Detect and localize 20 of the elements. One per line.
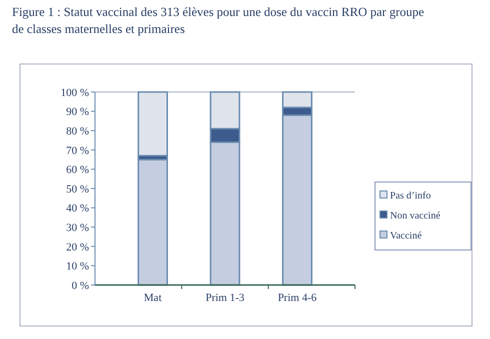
y-tick-label: 0 % <box>72 280 89 292</box>
y-tick-label: 80 % <box>66 125 89 138</box>
legend-label: Vacciné <box>390 230 422 242</box>
y-tick-label: 40 % <box>66 202 89 215</box>
x-tick-label: Mat <box>144 292 162 304</box>
y-tick-label: 30 % <box>66 222 89 234</box>
chart-title: Figure 1 : Statut vaccinal des 313 élèves pour une dose du vaccin RRO par groupe de classes maternelles et primaires <box>12 5 424 36</box>
y-tick-label: 60 % <box>66 164 89 176</box>
y-tick-label: 100 % <box>60 86 89 99</box>
x-tick-label: Prim 4-6 <box>278 292 318 304</box>
legend-label: Pas d’info <box>390 190 431 202</box>
y-tick-label: 70 % <box>66 144 89 157</box>
bar <box>138 91 168 156</box>
y-tick-label: 50 % <box>66 183 89 196</box>
y-tick-label: 90 % <box>66 106 89 118</box>
y-tick-label: 20 % <box>66 241 89 254</box>
y-tick-label: 10 % <box>66 260 89 273</box>
x-tick-label: Prim 1-3 <box>206 292 245 304</box>
legend-label: Non vacciné <box>390 210 441 222</box>
bar <box>138 158 168 286</box>
